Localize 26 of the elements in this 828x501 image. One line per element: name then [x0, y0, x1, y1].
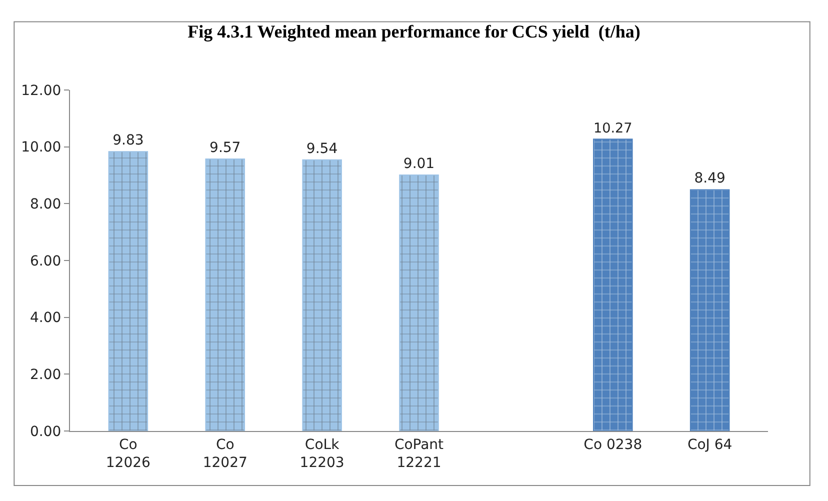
- bar: [108, 151, 148, 431]
- bar: [399, 174, 439, 431]
- bar: [302, 159, 342, 431]
- bar: [690, 189, 730, 431]
- data-label: 9.01: [403, 156, 435, 172]
- x-tick-label: Co 12026: [106, 436, 151, 471]
- chart-title: Fig 4.3.1 Weighted mean performance for CCS yield (t/ha): [188, 22, 640, 42]
- y-tick-label: 12.00: [21, 82, 62, 99]
- y-tick-label: 6.00: [30, 253, 62, 270]
- data-label: 8.49: [694, 170, 726, 187]
- x-tick-label: Co 12027: [202, 436, 248, 471]
- bar: [593, 138, 633, 431]
- data-label: 9.83: [112, 132, 144, 149]
- y-tick-label: 8.00: [30, 196, 62, 213]
- y-tick-label: 4.00: [30, 310, 62, 326]
- y-tick-label: 2.00: [30, 367, 62, 384]
- x-tick-label: CoPant 12221: [394, 436, 444, 471]
- data-label: 9.57: [210, 140, 241, 156]
- x-tick-label: Co 0238: [584, 436, 642, 453]
- x-tick-label: CoJ 64: [687, 436, 732, 453]
- y-tick-label: 0.00: [30, 424, 62, 440]
- x-tick-label: CoLk 12203: [300, 436, 344, 471]
- data-label: 9.54: [306, 140, 338, 157]
- data-label: 10.27: [594, 120, 632, 136]
- bar: [205, 158, 245, 431]
- y-tick-label: 10.00: [21, 140, 62, 156]
